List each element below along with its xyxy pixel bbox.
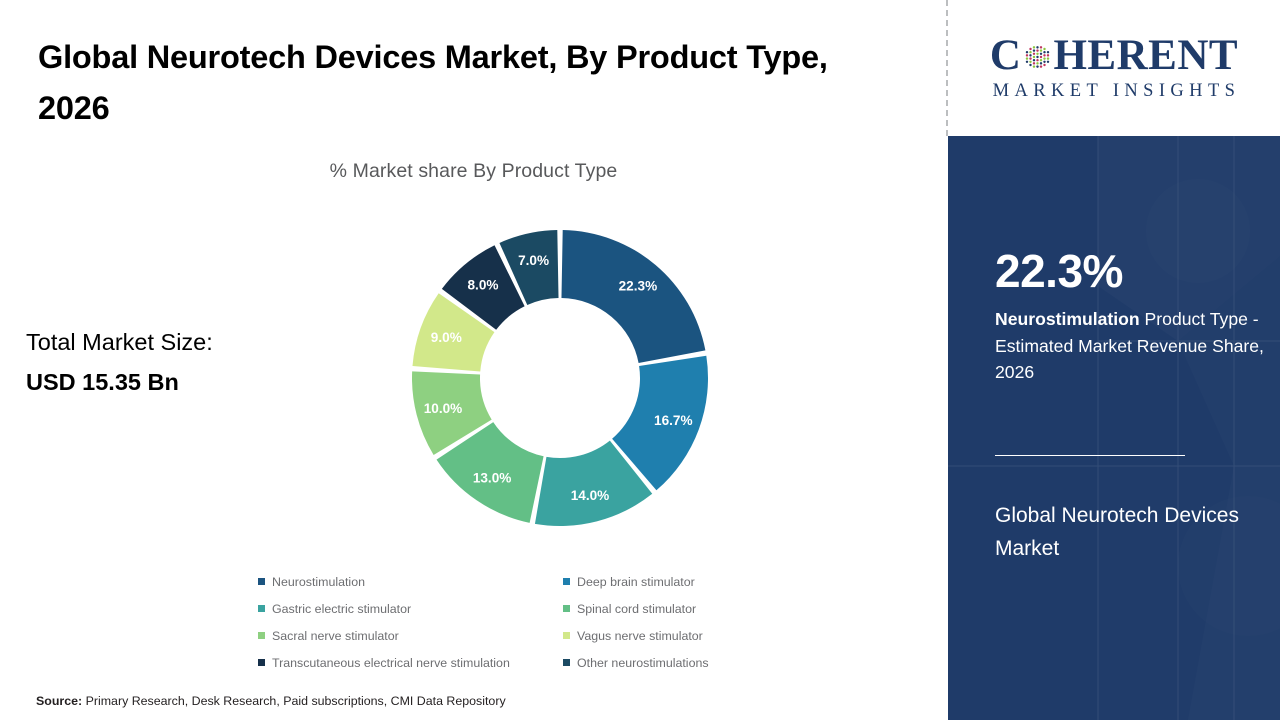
page-title: Global Neurotech Devices Market, By Prod…	[38, 39, 828, 127]
donut-slice-label: 9.0%	[431, 330, 462, 345]
donut-slice-label: 7.0%	[518, 253, 549, 268]
donut-slice[interactable]	[436, 422, 544, 523]
donut-slice[interactable]	[499, 230, 559, 305]
legend-item-label: Neurostimulation	[272, 574, 365, 589]
donut-slice-label: 22.3%	[619, 279, 658, 294]
legend-item-label: Vagus nerve stimulator	[577, 628, 703, 643]
stat-description-rest: Product Type - Estimated Market Revenue …	[995, 309, 1264, 383]
legend-swatch-icon	[563, 632, 570, 639]
brand-wordmark-rest: HERENT	[1053, 32, 1239, 79]
legend-swatch-icon	[258, 659, 265, 666]
total-market-size: Total Market Size: USD 15.35 Bn	[26, 322, 213, 403]
source-text: Primary Research, Desk Research, Paid su…	[82, 694, 506, 708]
chart-legend: Neurostimulation Deep brain stimulator G…	[258, 568, 778, 676]
brand-wordmark: C HERENT	[990, 34, 1238, 77]
legend-item-gastric-electric-stimulator[interactable]: Gastric electric stimulator	[258, 602, 563, 616]
legend-swatch-icon	[563, 578, 570, 585]
legend-swatch-icon	[258, 605, 265, 612]
stat-value: 22.3%	[995, 245, 1123, 297]
donut-slice[interactable]	[561, 230, 706, 364]
legend-item-label: Spinal cord stimulator	[577, 601, 697, 616]
donut-slice-label: 8.0%	[468, 278, 499, 293]
legend-item-neurostimulation[interactable]: Neurostimulation	[258, 575, 563, 589]
panel-rule	[995, 455, 1185, 456]
donut-slice[interactable]	[612, 355, 709, 491]
donut-slice[interactable]	[412, 371, 492, 455]
total-market-size-label: Total Market Size:	[26, 329, 213, 355]
donut-slice-label: 14.0%	[571, 488, 610, 503]
legend-swatch-icon	[258, 632, 265, 639]
panel-divider	[946, 0, 948, 136]
source-label: Source:	[36, 694, 83, 708]
brand-panel-body: 22.3% Neurostimulation Product Type - Es…	[948, 136, 1280, 720]
chart-panel: Global Neurotech Devices Market, By Prod…	[26, 39, 828, 708]
donut-slice[interactable]	[441, 245, 525, 330]
total-market-size-value: USD 15.35 Bn	[26, 369, 179, 396]
legend-item-label: Deep brain stimulator	[577, 574, 695, 589]
legend-item-other-neurostimulations[interactable]: Other neurostimulations	[563, 656, 778, 670]
donut-chart: 22.3% 16.7% 14.0% 13.0% 10.0% 9.0% 8.0% 7.0%	[400, 216, 720, 540]
donut-slice[interactable]	[534, 440, 653, 526]
stat-description: Neurostimulation Product Type - Estimate…	[995, 306, 1265, 386]
donut-slice-label: 10.0%	[424, 401, 463, 416]
legend-item-sacral-nerve-stimulator[interactable]: Sacral nerve stimulator	[258, 629, 563, 643]
stat-description-highlight: Neurostimulation	[995, 309, 1140, 329]
dotted-globe-icon	[1026, 45, 1050, 68]
legend-item-label: Gastric electric stimulator	[272, 601, 412, 616]
brand-tagline: MARKET INSIGHTS	[992, 81, 1241, 101]
legend-item-label: Other neurostimulations	[577, 655, 709, 670]
legend-item-deep-brain-stimulator[interactable]: Deep brain stimulator	[563, 575, 778, 589]
legend-item-spinal-cord-stimulator[interactable]: Spinal cord stimulator	[563, 602, 778, 616]
brand-wordmark-c: C	[989, 32, 1022, 79]
brand-logo: C HERENT MARKET INSIGHTS	[948, 0, 1280, 136]
legend-row: Neurostimulation Deep brain stimulator	[258, 568, 778, 595]
legend-item-label: Sacral nerve stimulator	[272, 628, 399, 643]
legend-swatch-icon	[258, 578, 265, 585]
brand-panel: C HERENT MARKET INSIGHTS	[948, 0, 1280, 720]
legend-row: Gastric electric stimulator Spinal cord …	[258, 595, 778, 622]
chart-subtitle: % Market share By Product Type	[329, 160, 618, 182]
legend-item-label: Transcutaneous electrical nerve stimulat…	[272, 655, 510, 670]
donut-slice[interactable]	[412, 293, 495, 372]
source-note: Source: Primary Research, Desk Research,…	[36, 694, 506, 708]
legend-swatch-icon	[563, 605, 570, 612]
legend-row: Sacral nerve stimulator Vagus nerve stim…	[258, 622, 778, 649]
background-texture	[948, 136, 1280, 720]
legend-item-vagus-nerve-stimulator[interactable]: Vagus nerve stimulator	[563, 629, 778, 643]
donut-slice-label: 13.0%	[473, 471, 512, 486]
panel-footer-title: Global Neurotech Devices Market	[995, 504, 1239, 560]
donut-chart-svg: 22.3% 16.7% 14.0% 13.0% 10.0% 9.0% 8.0% 7.0%	[412, 230, 709, 526]
donut-slice-group	[412, 230, 709, 526]
donut-slice-label: 16.7%	[654, 413, 693, 428]
legend-row: Transcutaneous electrical nerve stimulat…	[258, 649, 778, 676]
legend-item-transcutaneous-electrical-nerve-stimulation[interactable]: Transcutaneous electrical nerve stimulat…	[258, 656, 563, 670]
donut-label-group: 22.3% 16.7% 14.0% 13.0% 10.0% 9.0% 8.0% 7.0%	[424, 253, 693, 503]
legend-swatch-icon	[563, 659, 570, 666]
